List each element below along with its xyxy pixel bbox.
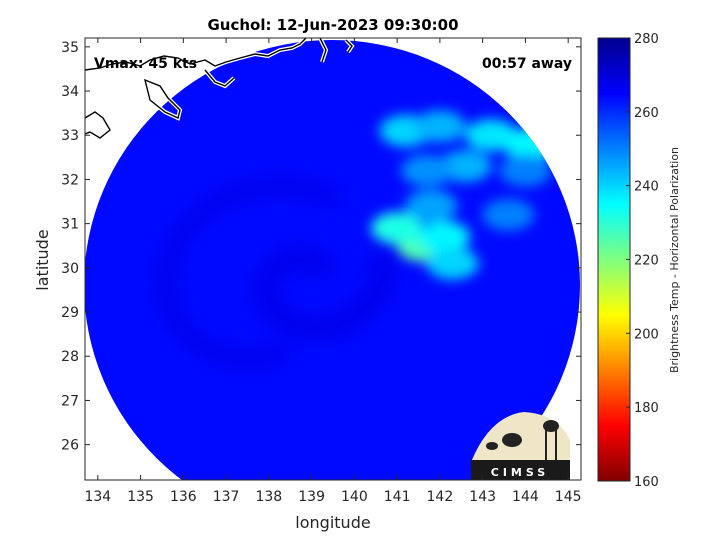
convection-cell xyxy=(482,198,535,231)
x-tick-label: 144 xyxy=(512,489,539,505)
x-tick-label: 134 xyxy=(84,489,111,505)
logo-tower-tank xyxy=(543,420,559,432)
coastline-kii xyxy=(143,78,181,119)
x-tick-label: 140 xyxy=(341,489,368,505)
convection-cell xyxy=(499,154,552,187)
colorbar-tick-label: 160 xyxy=(634,475,659,490)
y-tick-label: 30 xyxy=(61,261,79,277)
x-axis-ticks: 134 135 136 137 138 139 140 141 142 143 144 145 xyxy=(84,38,582,505)
coastline-honshu xyxy=(85,38,307,71)
x-tick-label: 138 xyxy=(255,489,282,505)
coastlines xyxy=(85,38,355,141)
convection-cell xyxy=(401,154,454,187)
x-tick-label: 137 xyxy=(213,489,240,505)
colorbar-title: Brightness Temp - Horizontal Polarizatio… xyxy=(668,147,681,373)
y-axis-title: latitude xyxy=(33,229,52,290)
y-tick-label: 33 xyxy=(61,128,79,144)
colorbar-tick-label: 220 xyxy=(634,254,659,269)
y-tick-label: 32 xyxy=(61,172,79,188)
colorbar-tick-label: 180 xyxy=(634,401,659,416)
coastline-shikoku xyxy=(85,111,111,139)
convection-cell xyxy=(418,220,471,253)
colorbar-tick-label: 280 xyxy=(634,32,659,47)
y-tick-label: 34 xyxy=(61,84,79,100)
x-tick-label: 136 xyxy=(170,489,197,505)
colorbar-tick-label: 200 xyxy=(634,327,659,342)
vmax-label: Vmax: 45 kts xyxy=(94,56,197,72)
colorbar: 160 180 200 220 240 260 280 Brightness Temp - … xyxy=(597,32,681,490)
spiral-bands xyxy=(158,178,395,367)
logo-dish-left xyxy=(486,442,498,450)
outer-band xyxy=(158,178,344,367)
convection-cell xyxy=(371,212,424,245)
y-tick-label: 31 xyxy=(61,217,79,233)
colorbar-gradient xyxy=(598,38,630,481)
y-tick-label: 26 xyxy=(61,438,79,454)
x-tick-label: 145 xyxy=(555,489,582,505)
y-tick-label: 29 xyxy=(61,305,79,321)
chart-title: Guchol: 12-Jun-2023 09:30:00 xyxy=(207,16,458,34)
coastline-bay xyxy=(204,69,235,87)
coastline-east xyxy=(319,38,353,63)
convection-features xyxy=(371,110,556,280)
convection-cell xyxy=(439,150,492,183)
convection-cell xyxy=(426,247,479,280)
logo-dish-center xyxy=(502,433,522,447)
logo-band xyxy=(471,460,570,480)
x-tick-label: 139 xyxy=(298,489,325,505)
y-axis-ticks: 26 27 28 29 30 31 32 33 34 35 xyxy=(61,40,581,454)
x-tick-label: 135 xyxy=(127,489,154,505)
colorbar-tick-label: 260 xyxy=(634,106,659,121)
x-tick-label: 143 xyxy=(469,489,496,505)
convection-cell xyxy=(413,110,466,143)
plot-frame xyxy=(84,37,582,481)
y-tick-label: 27 xyxy=(61,393,79,409)
time-away-label: 00:57 away xyxy=(482,56,572,72)
plot-area: CIMSS Vmax: 45 kts 00:57 away 134 135 136 1… xyxy=(61,37,582,505)
y-tick-label: 28 xyxy=(61,349,79,365)
y-tick-label: 35 xyxy=(61,40,79,56)
x-tick-label: 141 xyxy=(384,489,411,505)
cimss-logo: CIMSS xyxy=(471,412,570,480)
x-axis-title: longitude xyxy=(295,513,370,532)
logo-text: CIMSS xyxy=(491,466,549,479)
colorbar-tick-label: 240 xyxy=(634,180,659,195)
inner-eye-band xyxy=(254,245,395,341)
x-tick-label: 142 xyxy=(427,489,454,505)
logo-tower-legs xyxy=(545,430,557,460)
colorbar-ticks: 160 180 200 220 240 260 280 xyxy=(626,32,659,490)
convection-cell xyxy=(405,189,458,222)
